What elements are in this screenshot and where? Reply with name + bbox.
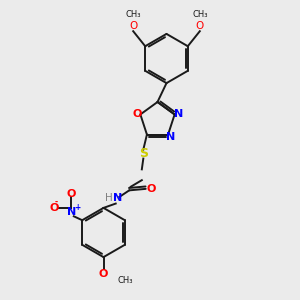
Text: O: O [196, 21, 204, 31]
Text: N: N [174, 110, 183, 119]
Text: CH₃: CH₃ [117, 276, 133, 285]
Text: O: O [132, 110, 142, 119]
Text: N: N [67, 207, 76, 217]
Text: CH₃: CH₃ [125, 10, 141, 19]
Text: O: O [129, 21, 137, 31]
Text: O: O [99, 268, 108, 279]
Text: O: O [67, 189, 76, 200]
Text: +: + [75, 203, 81, 212]
Text: O: O [146, 184, 155, 194]
Text: -: - [55, 198, 58, 207]
Text: CH₃: CH₃ [192, 10, 208, 19]
Text: N: N [113, 194, 123, 203]
Text: N: N [167, 132, 176, 142]
Text: O: O [50, 203, 59, 213]
Text: S: S [139, 147, 148, 160]
Text: H: H [105, 193, 113, 202]
